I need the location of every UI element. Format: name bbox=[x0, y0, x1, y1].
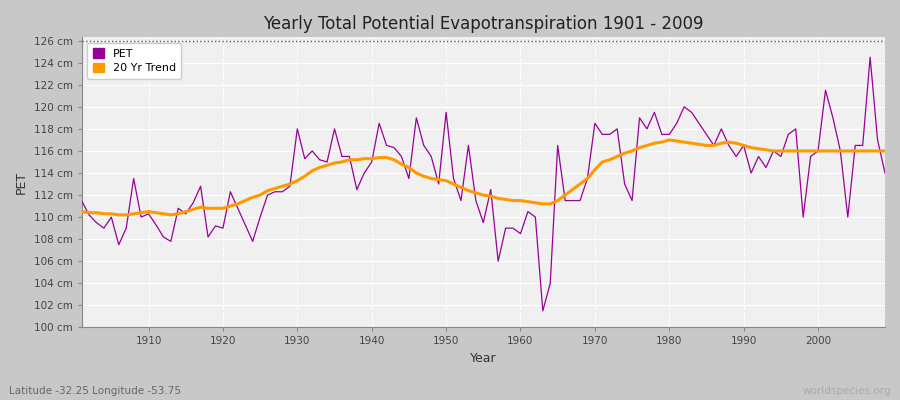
Title: Yearly Total Potential Evapotranspiration 1901 - 2009: Yearly Total Potential Evapotranspiratio… bbox=[263, 15, 704, 33]
Legend: PET, 20 Yr Trend: PET, 20 Yr Trend bbox=[87, 43, 182, 79]
X-axis label: Year: Year bbox=[470, 352, 497, 365]
Text: Latitude -32.25 Longitude -53.75: Latitude -32.25 Longitude -53.75 bbox=[9, 386, 181, 396]
Y-axis label: PET: PET bbox=[15, 171, 28, 194]
Text: worldspecies.org: worldspecies.org bbox=[803, 386, 891, 396]
